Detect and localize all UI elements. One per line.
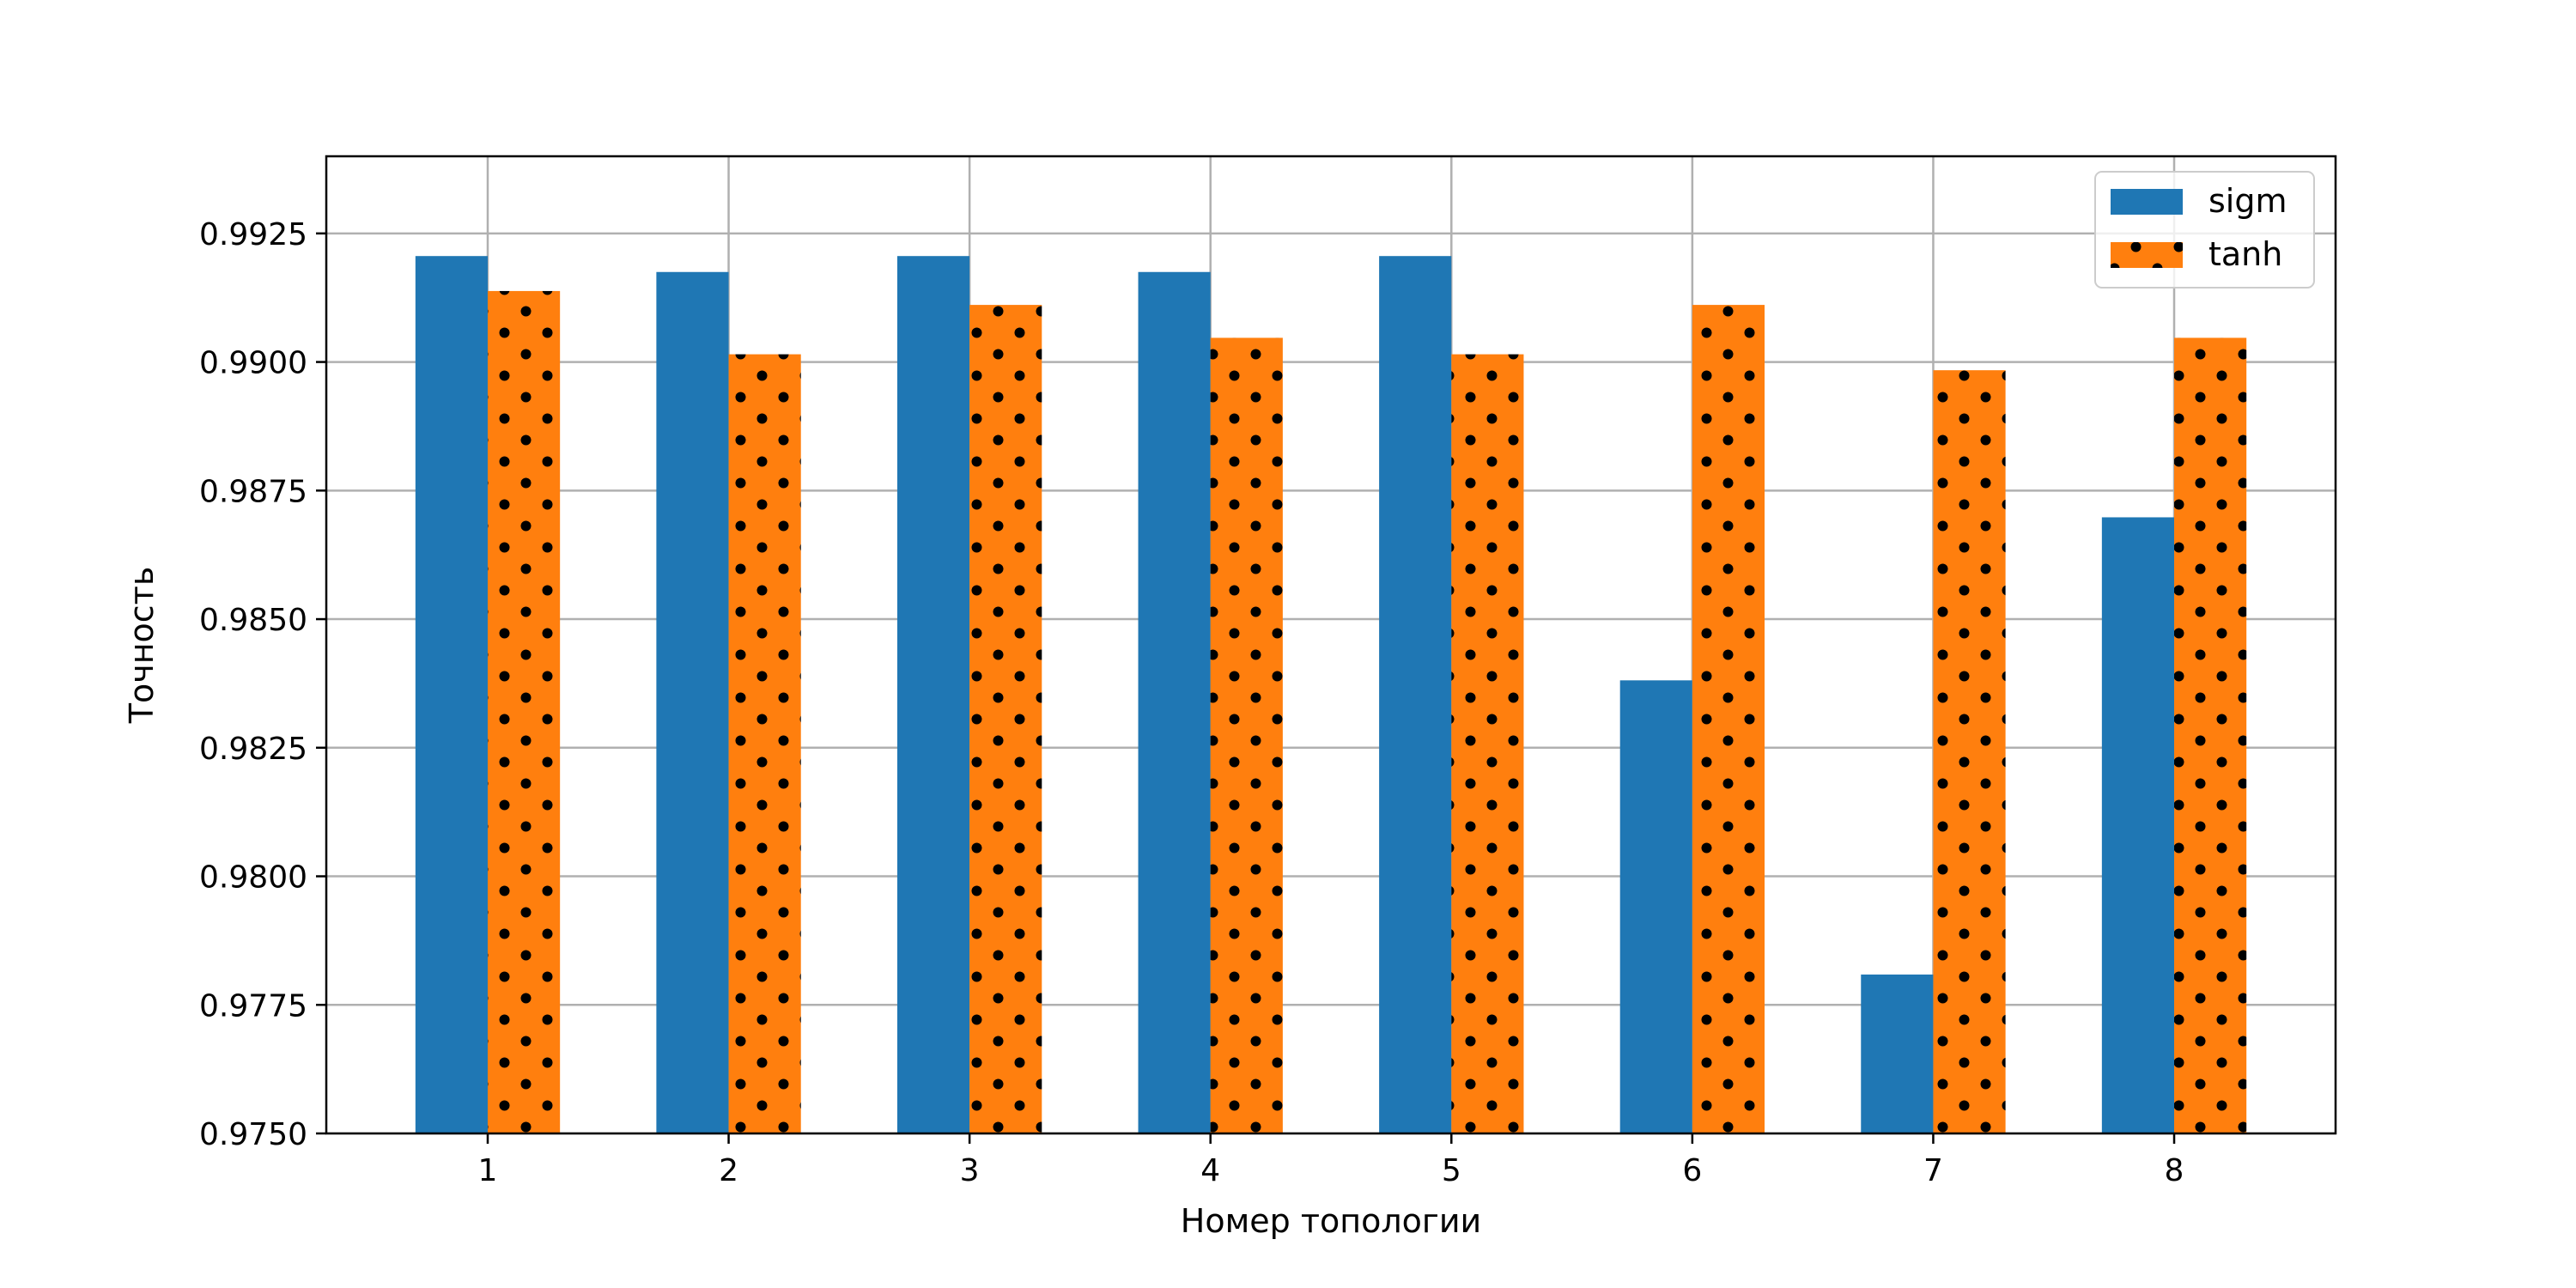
x-tick-label: 3 — [960, 1153, 980, 1188]
bar-tanh — [969, 305, 1042, 1133]
x-axis-label: Номер топологии — [1181, 1202, 1481, 1240]
bar-tanh — [1451, 354, 1524, 1133]
axis-ticks: 0.9750 0.9775 0.9800 0.9825 0.9850 0.9875 0.99… — [199, 217, 2184, 1188]
x-tick-label: 6 — [1682, 1153, 1702, 1188]
bar-tanh — [1933, 370, 2006, 1133]
y-tick-label: 0.9925 — [199, 217, 307, 252]
y-tick-label: 0.9850 — [199, 603, 307, 638]
bars — [415, 256, 2247, 1134]
bar-tanh — [2174, 337, 2247, 1133]
bar-sigm — [1379, 256, 1452, 1133]
x-tick-label: 5 — [1442, 1153, 1461, 1188]
bar-tanh — [1210, 337, 1283, 1133]
y-tick-label: 0.9750 — [199, 1117, 307, 1152]
x-tick-label: 4 — [1200, 1153, 1220, 1188]
bar-sigm — [656, 271, 729, 1133]
bar-sigm — [1138, 271, 1211, 1133]
bar-sigm — [896, 256, 970, 1133]
legend-swatch-tanh — [2111, 242, 2183, 268]
x-tick-label: 2 — [719, 1153, 738, 1188]
bar-tanh — [487, 290, 561, 1134]
bar-tanh — [728, 354, 801, 1133]
y-tick-label: 0.9825 — [199, 732, 307, 767]
bar-tanh — [1692, 305, 1765, 1133]
legend-label-tanh: tanh — [2208, 235, 2282, 273]
bar-sigm — [1619, 680, 1692, 1133]
grid — [326, 156, 2336, 1135]
legend-label-sigm: sigm — [2208, 182, 2287, 220]
x-tick-label: 8 — [2165, 1153, 2184, 1188]
bar-sigm — [2101, 517, 2175, 1133]
y-tick-label: 0.9800 — [199, 860, 307, 896]
legend-swatch-sigm — [2111, 189, 2183, 215]
x-tick-label: 7 — [1923, 1153, 1943, 1188]
plot-frame — [325, 155, 2337, 1135]
y-tick-label: 0.9875 — [199, 474, 307, 509]
bar-sigm — [1861, 974, 1934, 1133]
y-tick-label: 0.9775 — [199, 988, 307, 1024]
legend: sigm tanh — [2094, 171, 2315, 289]
bar-sigm — [415, 256, 488, 1133]
x-tick-label: 1 — [478, 1153, 498, 1188]
y-axis-label: Точность — [123, 567, 161, 724]
y-tick-label: 0.9900 — [199, 346, 307, 381]
